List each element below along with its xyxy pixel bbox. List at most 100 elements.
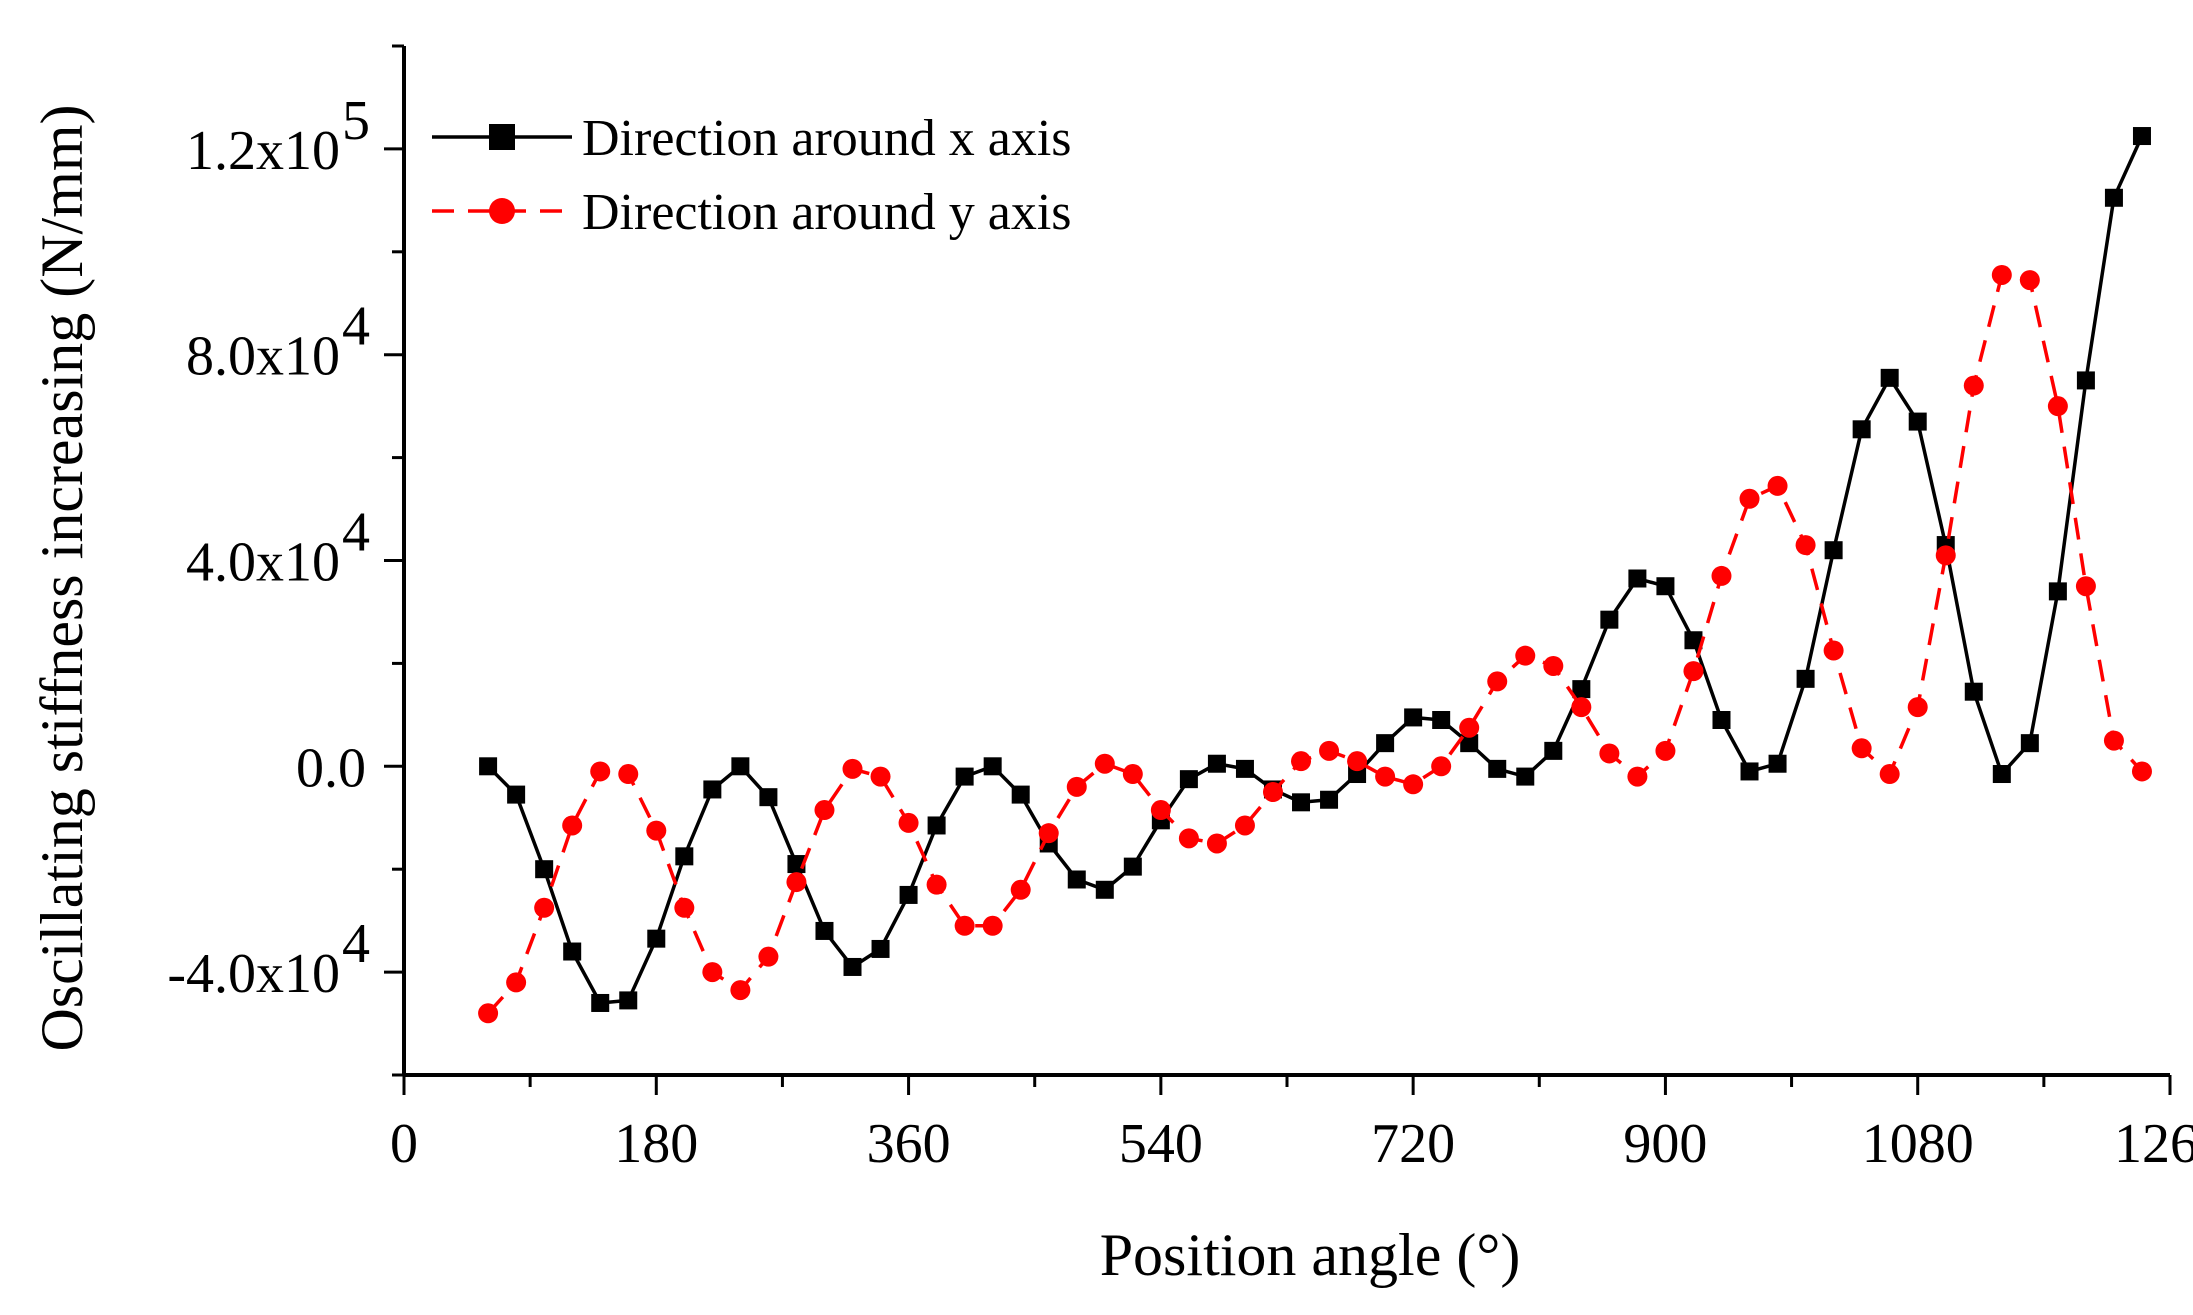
- data-point-square: [1460, 734, 1479, 753]
- data-point-square: [1796, 669, 1815, 688]
- data-point-square: [787, 855, 806, 874]
- data-point-square: [1404, 708, 1423, 727]
- data-point-circle: [2103, 730, 2124, 751]
- data-point-circle: [2019, 270, 2040, 291]
- data-point-square: [1712, 710, 1731, 729]
- data-point-square: [955, 767, 974, 786]
- plot-area: [478, 127, 2152, 1024]
- data-point-square: [843, 957, 862, 976]
- data-point-square: [1852, 420, 1871, 439]
- data-point-circle: [1150, 800, 1171, 821]
- data-point-circle: [786, 872, 807, 893]
- data-point-square: [2132, 127, 2151, 146]
- data-point-circle: [1823, 640, 1844, 661]
- data-point-circle: [1038, 823, 1059, 844]
- data-point-circle: [1907, 697, 1928, 718]
- data-point-square: [759, 788, 778, 807]
- data-point-circle: [1627, 766, 1648, 787]
- data-point-circle: [926, 874, 947, 895]
- legend-label-y-axis: Direction around y axis: [582, 184, 1072, 241]
- x-axis-title: Position angle (°): [1100, 1222, 1521, 1288]
- data-point-circle: [1963, 375, 1984, 396]
- data-point-square: [1067, 870, 1086, 889]
- data-point-circle: [1739, 488, 1760, 509]
- data-point-square: [1207, 754, 1226, 773]
- data-point-circle: [1935, 545, 1956, 566]
- data-point-square: [2104, 188, 2123, 207]
- y-tick-label: -4.0x10: [167, 943, 340, 1005]
- data-point-circle: [534, 897, 555, 918]
- y-tick-label: 0.0: [296, 737, 366, 799]
- data-point-circle: [646, 820, 667, 841]
- data-point-circle: [590, 761, 611, 782]
- data-point-circle: [1991, 264, 2012, 285]
- data-point-square: [1908, 412, 1927, 431]
- data-point-circle: [1262, 782, 1283, 803]
- data-point-square: [1095, 880, 1114, 899]
- data-point-circle: [870, 766, 891, 787]
- data-point-square: [1292, 793, 1311, 812]
- data-point-circle: [1206, 833, 1227, 854]
- legend: Direction around x axis Direction around…: [432, 110, 1072, 241]
- data-point-square: [1432, 710, 1451, 729]
- data-point-square: [1123, 857, 1142, 876]
- data-point-square: [1740, 762, 1759, 781]
- data-point-square: [1684, 631, 1703, 650]
- data-point-circle: [478, 1003, 499, 1024]
- data-point-circle: [2075, 576, 2096, 597]
- data-point-circle: [954, 915, 975, 936]
- data-point-circle: [1319, 740, 1340, 761]
- data-point-square: [2076, 371, 2095, 390]
- series-y-axis: [478, 264, 2152, 1024]
- data-point-circle: [898, 812, 919, 833]
- data-point-circle: [618, 764, 639, 785]
- data-point-square: [2048, 582, 2067, 601]
- tick-labels: 018036054072090010801260-4.0x1040.04.0x1…: [167, 90, 2193, 1175]
- data-point-circle: [2131, 761, 2152, 782]
- data-point-square: [1880, 368, 1899, 387]
- y-tick-label: 4.0x10: [186, 532, 340, 594]
- data-point-circle: [506, 972, 527, 993]
- data-point-square: [675, 847, 694, 866]
- x-tick-label: 360: [867, 1113, 951, 1175]
- y-tick-exponent: 5: [342, 90, 370, 152]
- data-point-circle: [562, 815, 583, 836]
- data-point-circle: [1010, 879, 1031, 900]
- series-line: [486, 135, 2144, 1005]
- data-point-circle: [1431, 756, 1452, 777]
- data-point-circle: [1655, 740, 1676, 761]
- data-point-square: [563, 942, 582, 961]
- data-point-circle: [1347, 751, 1368, 772]
- data-point-square: [1516, 767, 1535, 786]
- data-point-square: [1544, 741, 1563, 760]
- data-point-square: [1964, 682, 1983, 701]
- data-point-square: [815, 921, 834, 940]
- x-tick-label: 900: [1623, 1113, 1707, 1175]
- data-point-square: [1376, 734, 1395, 753]
- data-point-circle: [1094, 753, 1115, 774]
- data-point-circle: [1599, 743, 1620, 764]
- y-tick-label: 1.2x10: [186, 120, 340, 182]
- y-tick-label: 8.0x10: [186, 326, 340, 388]
- data-point-square: [1320, 790, 1339, 809]
- data-point-square: [479, 757, 498, 776]
- data-point-circle: [1234, 815, 1255, 836]
- data-point-circle: [1066, 776, 1087, 797]
- legend-label-x-axis: Direction around x axis: [582, 110, 1072, 167]
- data-point-circle: [1879, 764, 1900, 785]
- data-point-square: [703, 780, 722, 799]
- data-point-square: [1235, 759, 1254, 778]
- x-tick-label: 1260: [2114, 1113, 2193, 1175]
- data-point-circle: [982, 915, 1003, 936]
- data-point-square: [871, 939, 890, 958]
- y-axis-title: Oscillating stiffness increasing (N/mm): [29, 104, 95, 1051]
- legend-marker-circle: [489, 198, 515, 224]
- data-point-circle: [1487, 671, 1508, 692]
- data-point-square: [983, 757, 1002, 776]
- data-point-square: [927, 816, 946, 835]
- data-point-square: [2020, 734, 2039, 753]
- data-point-square: [1656, 577, 1675, 596]
- data-point-square: [591, 993, 610, 1012]
- data-point-square: [899, 885, 918, 904]
